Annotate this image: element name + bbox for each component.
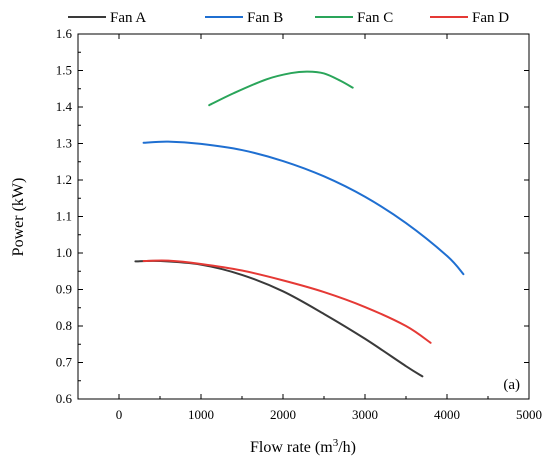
legend-label-fan-b: Fan B — [247, 10, 283, 26]
x-axis-title-main: Flow rate (m — [250, 439, 333, 456]
x-axis-title-superscript: 3 — [333, 437, 339, 449]
y-axis-title: Power (kW) — [10, 178, 27, 257]
x-tick-label: 3000 — [352, 407, 378, 422]
y-tick-label: 0.6 — [56, 391, 73, 406]
x-axis-title-suffix: /h) — [338, 439, 356, 456]
series-layer — [134, 70, 465, 378]
x-tick-label: 2000 — [270, 407, 296, 422]
x-axis-ticks: 0 1000 2000 3000 4000 5000 — [77, 34, 542, 422]
x-tick-label: 5000 — [516, 407, 542, 422]
y-tick-label: 1.5 — [56, 63, 72, 78]
series-line-fan-a — [134, 259, 424, 378]
y-tick-label: 1.6 — [56, 26, 73, 41]
legend-label-fan-d: Fan D — [472, 10, 509, 26]
y-tick-label: 1.2 — [56, 172, 72, 187]
x-tick-label: 1000 — [188, 407, 214, 422]
legend: Fan A Fan B Fan C Fan D — [68, 10, 509, 26]
legend-label-fan-c: Fan C — [357, 10, 393, 26]
y-tick-label: 1.0 — [56, 245, 72, 260]
plot-frame — [77, 33, 530, 400]
y-tick-label: 1.1 — [56, 209, 72, 224]
series-line-fan-b — [142, 140, 465, 276]
y-tick-label: 0.9 — [56, 282, 72, 297]
panel-label: (a) — [503, 377, 520, 393]
y-tick-label: 1.3 — [56, 136, 72, 151]
y-tick-label: 0.8 — [56, 318, 72, 333]
series-line-fan-c — [208, 70, 354, 107]
series-line-fan-d — [142, 259, 432, 344]
x-tick-label: 0 — [116, 407, 123, 422]
x-tick-label: 4000 — [434, 407, 460, 422]
y-tick-label: 1.4 — [56, 99, 73, 114]
x-axis-title: Flow rate (m3/h) — [250, 437, 356, 456]
y-axis-ticks: 0.6 0.7 0.8 0.9 1.0 1.1 1.2 1.3 1.4 1.5 1.6 — [56, 26, 529, 406]
y-tick-label: 0.7 — [56, 355, 73, 370]
legend-label-fan-a: Fan A — [110, 10, 146, 26]
plot-area — [77, 33, 530, 400]
